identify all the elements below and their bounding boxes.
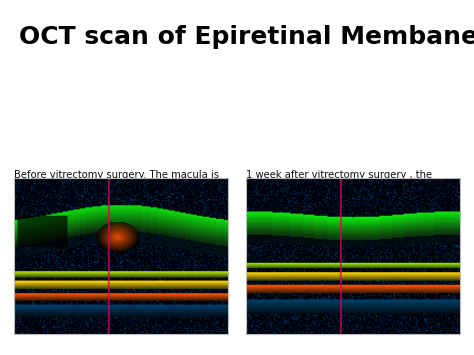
- Text: Before vitrectomy surgery. The macula is
swollen due to scar tissue on the surfa: Before vitrectomy surgery. The macula is…: [14, 170, 219, 221]
- Text: OCT scan of Epiretinal Membane: OCT scan of Epiretinal Membane: [19, 25, 474, 49]
- Text: 1 week after vitrectomy surgery , the
ERM has been removed and the macula
has re: 1 week after vitrectomy surgery , the ER…: [246, 170, 446, 221]
